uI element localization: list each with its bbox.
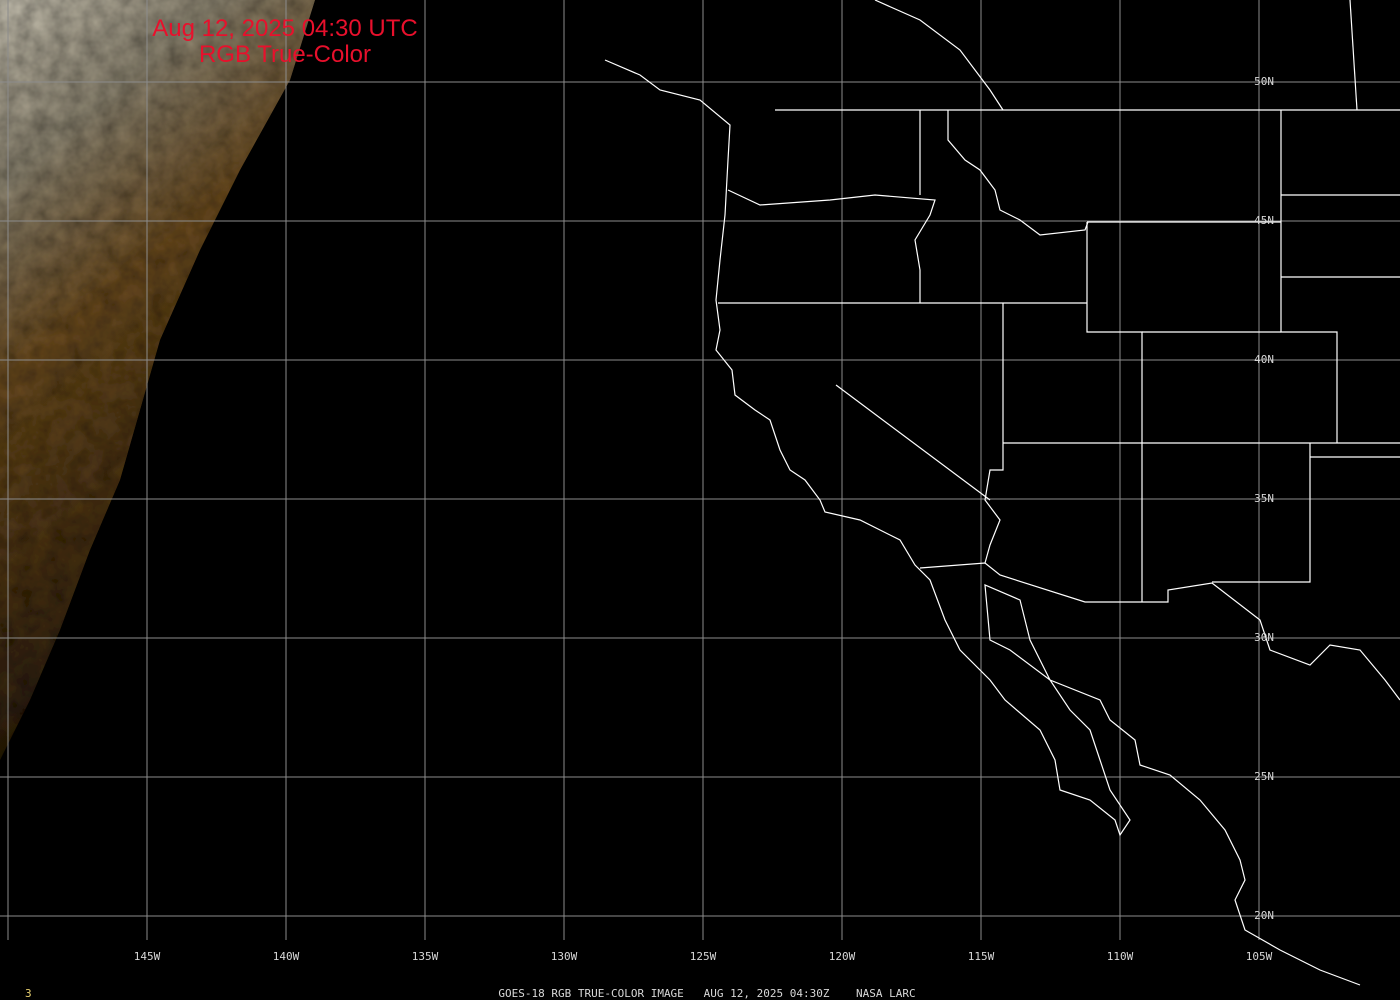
latitude-label: 30N bbox=[1254, 631, 1274, 644]
title-product: RGB True-Color bbox=[198, 41, 372, 68]
longitude-label: 135W bbox=[411, 950, 439, 963]
coastline bbox=[604, 59, 1361, 986]
longitude-label: 140W bbox=[272, 950, 300, 963]
image-caption: GOES-18 RGB TRUE-COLOR IMAGE AUG 12, 202… bbox=[498, 987, 916, 1000]
longitude-label: 125W bbox=[689, 950, 717, 963]
political-boundaries bbox=[604, 0, 1400, 986]
satellite-swath bbox=[0, 0, 315, 760]
latitude-label: 25N bbox=[1254, 770, 1274, 783]
frame-number: 3 bbox=[25, 987, 32, 1000]
longitude-label: 130W bbox=[550, 950, 578, 963]
longitude-label: 105W bbox=[1245, 950, 1273, 963]
latitude-label: 35N bbox=[1254, 492, 1274, 505]
latitude-label: 20N bbox=[1254, 909, 1274, 922]
longitude-label: 115W bbox=[967, 950, 995, 963]
longitude-label: 120W bbox=[828, 950, 856, 963]
latitude-label: 40N bbox=[1254, 353, 1274, 366]
latitude-label: 45N bbox=[1254, 214, 1274, 227]
longitude-label: 110W bbox=[1106, 950, 1134, 963]
title-date: Aug 12, 2025 04:30 UTC bbox=[152, 15, 418, 42]
lat-lon-grid bbox=[0, 0, 1400, 940]
us-mexico-border bbox=[919, 562, 1400, 701]
longitude-label: 145W bbox=[133, 950, 161, 963]
latitude-label: 50N bbox=[1254, 75, 1274, 88]
